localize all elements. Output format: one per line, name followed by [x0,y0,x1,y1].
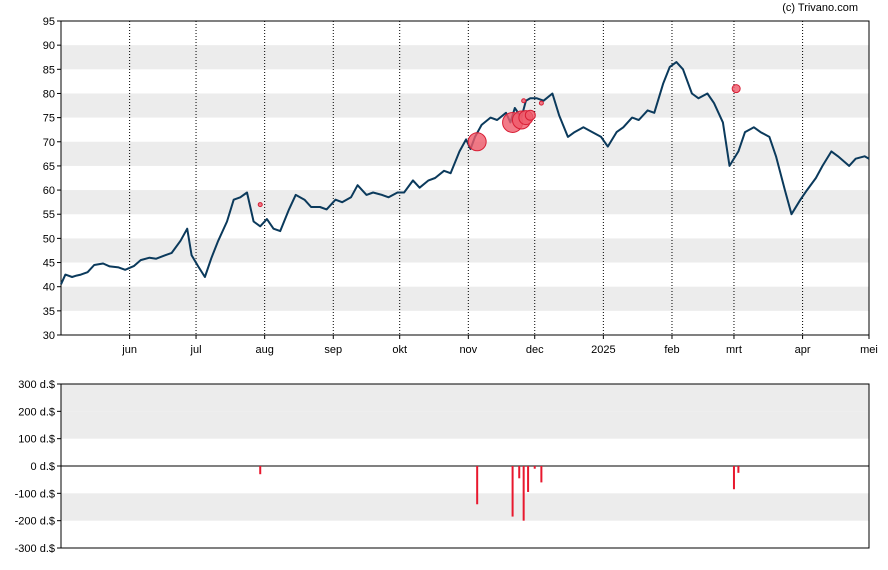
x-tick-label: feb [664,344,679,356]
volume-bar [732,466,735,490]
y-tick-label: 75 [43,113,55,125]
volume-chart-y-ticks: 300 d.$ 200 d.$ 100 d.$ 0 d.$ -100 d.$ -200 d… [15,379,61,555]
x-tick-label: mei [860,344,878,356]
copyright-text: (c) Trivano.com [782,2,858,14]
price-band [61,190,869,215]
y-tick-label: 30 [43,330,55,342]
volume-band [61,411,869,439]
price-band [61,45,869,70]
x-tick-label: sep [324,344,342,356]
x-tick-label: dec [526,344,544,356]
y-tick-label: 70 [43,137,55,149]
trade-marker [524,109,536,121]
x-tick-label: okt [392,344,407,356]
y-tick-label: 35 [43,306,55,318]
trade-marker [521,98,527,104]
volume-bar [476,466,479,505]
y-tick-label: 50 [43,233,55,245]
x-tick-label: aug [255,344,273,356]
price-chart-x-ticks: jun jul aug sep okt nov dec 2025 feb mrt apr mei [121,335,878,356]
volume-y-tick-label: 200 d.$ [18,406,55,418]
y-tick-label: 95 [43,16,55,28]
trade-marker [731,84,741,94]
volume-bar [737,466,740,473]
price-band [61,93,869,118]
volume-y-tick-label: -300 d.$ [15,543,55,555]
price-chart-y-ticks: 30 35 40 45 50 55 60 65 70 75 80 85 90 95 [43,16,61,342]
x-tick-label: apr [795,344,811,356]
price-chart-series [60,61,870,285]
volume-y-tick-label: 0 d.$ [31,461,55,473]
price-chart-bands [61,45,869,311]
x-tick-label: jul [190,344,202,356]
x-tick-label: nov [459,344,477,356]
volume-y-tick-label: 100 d.$ [18,434,55,446]
price-band [61,286,869,311]
volume-bar [522,466,525,521]
volume-bar [533,466,536,469]
volume-band [61,384,869,412]
trade-marker [538,100,544,106]
volume-chart-bars [259,466,740,521]
price-line [60,61,870,285]
y-tick-label: 65 [43,161,55,173]
trade-marker [257,202,263,208]
x-tick-label: jun [121,344,137,356]
volume-bar [518,466,521,479]
price-chart-axes [60,20,870,336]
price-plot-frame [60,20,870,336]
y-tick-label: 85 [43,64,55,76]
volume-band [61,493,869,521]
volume-bar [540,466,543,483]
y-tick-label: 90 [43,40,55,52]
y-tick-label: 55 [43,209,55,221]
price-band [61,141,869,166]
y-tick-label: 45 [43,258,55,270]
y-tick-label: 40 [43,282,55,294]
volume-bar [259,466,262,475]
price-chart-month-gridlines [129,21,804,335]
trade-marker [467,132,487,152]
volume-chart-bands [61,384,869,521]
volume-y-tick-label: -100 d.$ [15,488,55,500]
volume-bar [527,466,530,492]
volume-y-tick-label: 300 d.$ [18,379,55,391]
price-band [61,238,869,263]
y-tick-label: 60 [43,185,55,197]
volume-y-tick-label: -200 d.$ [15,516,55,528]
price-chart-markers [257,84,741,208]
y-tick-label: 80 [43,88,55,100]
x-tick-label: mrt [726,344,742,356]
volume-bar [511,466,514,517]
x-tick-label: 2025 [591,344,615,356]
